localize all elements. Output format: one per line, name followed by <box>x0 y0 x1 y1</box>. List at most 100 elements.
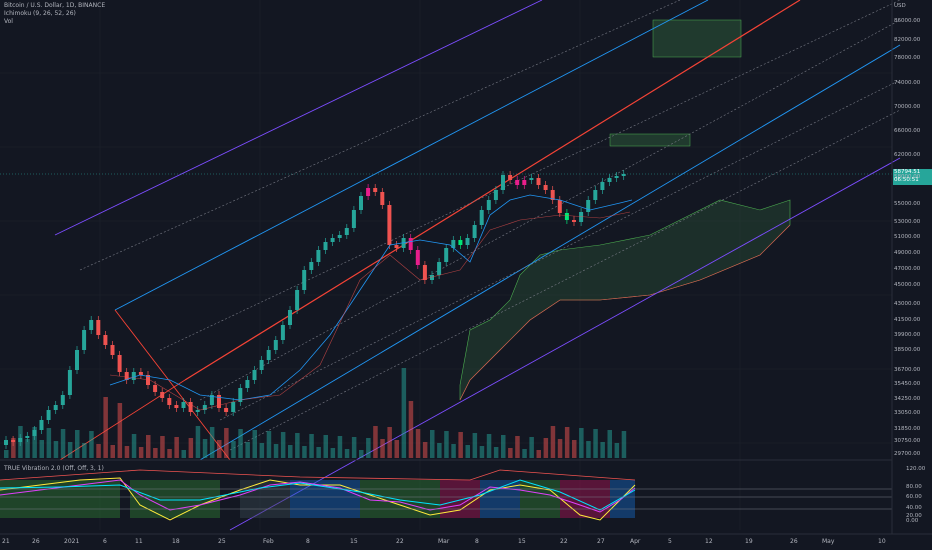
candle <box>366 188 371 196</box>
volume-bar <box>557 439 563 458</box>
time-label: 22 <box>396 538 404 545</box>
volume-bar <box>486 434 492 458</box>
time-label: 25 <box>218 538 226 545</box>
volume-bar <box>238 429 243 458</box>
time-label: 19 <box>745 538 753 545</box>
vibration-lines <box>0 469 636 521</box>
symbol-title[interactable]: Bitcoin / U.S. Dollar, 1D, BINANCE <box>4 2 106 9</box>
candle <box>302 270 307 290</box>
volume-bar <box>359 450 364 458</box>
volume-bar <box>280 432 286 458</box>
candle <box>188 402 193 412</box>
candle <box>39 420 44 430</box>
volume-bar <box>273 444 279 458</box>
vibration-zones <box>0 480 635 518</box>
candle <box>288 310 292 325</box>
vibration-zone <box>440 480 480 518</box>
volume-bar <box>245 442 250 458</box>
candle <box>11 440 16 442</box>
volume-bar <box>96 444 101 458</box>
volume-bar <box>209 427 215 458</box>
volume-bar <box>259 443 265 458</box>
currency-label: USD <box>894 3 906 9</box>
current-price: 58794.51 <box>894 169 921 175</box>
vibration-zone <box>610 480 635 518</box>
volume-label[interactable]: Vol <box>4 18 13 25</box>
ichimoku-label[interactable]: Ichimoku (9, 26, 52, 26) <box>4 10 76 17</box>
candle <box>217 395 221 408</box>
volume-bar <box>46 428 52 458</box>
volume-bar <box>224 428 229 458</box>
volume-bar <box>302 446 307 458</box>
time-label: Apr <box>630 538 641 545</box>
price-tick: 43000.00 <box>894 301 921 307</box>
volume-bar <box>508 448 513 458</box>
indicator-tick: 80.00 <box>906 484 922 490</box>
indicator-tick: 120.00 <box>906 466 926 472</box>
candle <box>195 410 200 412</box>
volume-bar <box>160 436 165 458</box>
volume-bar <box>529 437 534 458</box>
price-tick: 29700.00 <box>894 451 921 457</box>
price-tick: 86000.00 <box>894 18 921 24</box>
volume-bar <box>387 427 392 458</box>
volume-bar <box>515 436 520 458</box>
volume-bar <box>465 445 470 458</box>
indicator-guides <box>0 488 892 510</box>
candle <box>444 248 449 262</box>
volume-bar <box>550 426 556 458</box>
time-label: 15 <box>518 538 526 545</box>
price-tick: 70000.00 <box>894 104 921 110</box>
indicator-title[interactable]: TRUE Vibration 2.0 (Off, Off, 3, 1) <box>4 465 104 472</box>
price-tick: 36700.00 <box>894 367 921 373</box>
price-tick: 66000.00 <box>894 128 921 134</box>
time-label: Feb <box>263 538 274 545</box>
volume-bar <box>415 429 421 458</box>
volume-bar <box>337 436 343 458</box>
price-tick: 62000.00 <box>894 152 921 158</box>
volume-bar <box>564 427 570 458</box>
time-label: Mar <box>438 538 450 545</box>
price-tick: 45000.00 <box>894 282 921 288</box>
price-tick: 41500.00 <box>894 317 921 323</box>
time-label: 22 <box>560 538 568 545</box>
candle <box>167 398 172 405</box>
volume-bar <box>344 449 350 458</box>
candle <box>103 335 108 345</box>
volume-bar <box>422 442 428 458</box>
volume-bar <box>82 443 87 458</box>
candle <box>153 385 158 392</box>
candle <box>231 402 236 412</box>
time-label: 11 <box>135 538 143 545</box>
indicator-tick: 40.00 <box>906 505 922 511</box>
candle <box>238 388 243 402</box>
price-axis[interactable]: USD 86000.00 82000.00 78000.00 74000.00 7000… <box>892 0 932 530</box>
volume-bar <box>501 435 506 458</box>
candle <box>586 200 591 212</box>
volume-bar <box>444 431 449 458</box>
price-tick: 78000.00 <box>894 55 921 61</box>
candle <box>110 345 115 355</box>
candle <box>579 212 584 222</box>
candle <box>387 205 392 245</box>
candle <box>351 210 356 228</box>
volume-bar <box>32 427 37 458</box>
price-tick: 33050.00 <box>894 410 921 416</box>
volume-bar <box>536 450 541 458</box>
chart-legend: Bitcoin / U.S. Dollar, 1D, BINANCE Ichim… <box>4 2 105 26</box>
candle <box>614 176 619 178</box>
time-label: 27 <box>597 538 605 545</box>
candle <box>330 238 335 242</box>
volume-bar <box>543 438 549 458</box>
vibration-zone <box>0 480 30 518</box>
volume-bar <box>493 447 499 458</box>
volume-bar <box>351 437 357 458</box>
candle <box>572 220 576 222</box>
volume-bar <box>522 449 527 458</box>
candle <box>451 240 456 248</box>
candle <box>46 410 51 420</box>
candle <box>593 190 598 200</box>
candle <box>621 174 626 176</box>
time-axis[interactable]: 21 26 2021 6 11 18 25 Feb 8 15 22 Mar 8 15 22 27 Apr 5 12 1… <box>0 536 892 550</box>
